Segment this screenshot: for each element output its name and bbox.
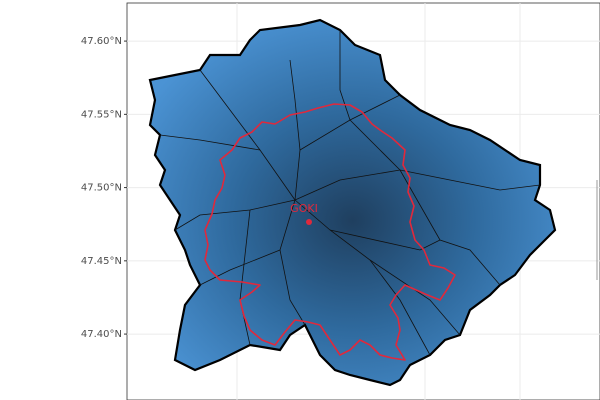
y-tick-label: 47.45°N [81,256,122,267]
district-border [329,229,441,251]
city-outline [148,18,557,387]
district-border [159,134,261,151]
district-border [294,169,541,201]
district-border [174,199,296,231]
district-border [199,69,296,201]
district-border [289,59,301,201]
district-border [339,30,351,121]
y-tick-label: 47.40°N [81,329,122,340]
district-border [399,169,501,286]
district-border [369,259,461,336]
y-tick-label: 47.55°N [81,109,122,120]
y-tick-label: 47.60°N [81,36,122,47]
annotation: GOKI [290,202,318,215]
district-borders [159,30,541,356]
district-border [199,249,281,286]
district-border [279,199,306,326]
district-border [349,119,401,171]
y-tick-label: 47.50°N [81,183,122,194]
isochrone [204,103,456,361]
goki-point [306,219,312,225]
